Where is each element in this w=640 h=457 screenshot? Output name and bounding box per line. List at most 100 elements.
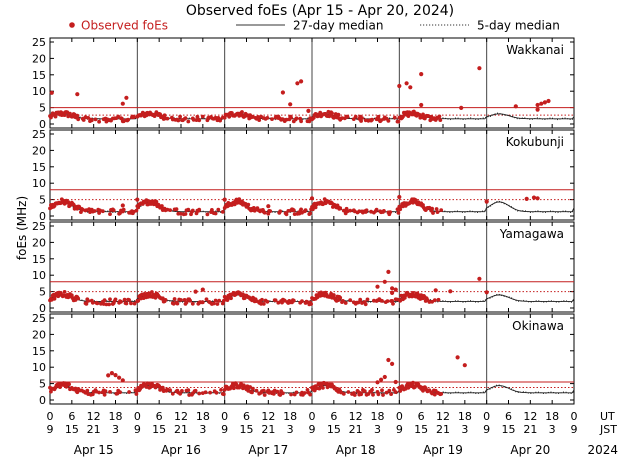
jst-tick-label: 21: [349, 423, 363, 436]
observed-point: [92, 209, 97, 213]
observed-point: [346, 390, 351, 394]
legend-observed-marker: [69, 22, 75, 28]
station-panel-kokubunji: 0 5 10 15 20 25 Kokubunji: [32, 128, 575, 223]
y-tick-label: 0: [39, 394, 46, 407]
ut-tick-label: 0: [396, 410, 403, 423]
observed-point: [200, 300, 205, 305]
observed-point: [352, 393, 357, 397]
observed-point: [345, 114, 350, 119]
day-label: Apr 17: [248, 443, 288, 457]
observed-point: [108, 390, 112, 394]
jst-tick-label: 9: [47, 423, 54, 436]
station-name: Wakkanai: [506, 43, 564, 57]
observed-point: [237, 197, 242, 202]
y-tick-label: 20: [32, 52, 46, 65]
observed-point: [67, 382, 71, 387]
y-tick-label: 10: [32, 269, 46, 282]
observed-outlier-point: [77, 204, 82, 209]
ut-tick-label: 0: [221, 410, 228, 423]
observed-point: [183, 212, 188, 216]
jst-tick-label: 21: [87, 423, 101, 436]
observed-point: [127, 298, 131, 302]
observed-point: [303, 208, 308, 213]
observed-point: [359, 392, 363, 397]
y-axis-label: foEs (MHz): [15, 196, 29, 260]
observed-point: [197, 118, 202, 123]
observed-point: [302, 391, 307, 395]
observed-point: [136, 298, 141, 303]
ut-tick-label: 18: [196, 410, 210, 423]
observed-outlier-point: [106, 373, 111, 378]
observed-point: [178, 391, 183, 396]
observed-point: [376, 114, 381, 119]
observed-outlier-point: [477, 276, 482, 281]
observed-point: [136, 205, 141, 210]
observed-point: [127, 390, 131, 394]
jst-tick-label: 21: [523, 423, 537, 436]
observed-point: [121, 207, 126, 212]
observed-point: [392, 115, 397, 120]
observed-outlier-point: [193, 289, 198, 294]
observed-point: [153, 295, 158, 300]
observed-point: [299, 119, 303, 124]
observed-point: [340, 116, 344, 120]
y-tick-label: 10: [32, 177, 46, 190]
observed-point: [431, 211, 435, 215]
observed-point: [97, 119, 101, 124]
observed-point: [363, 302, 368, 307]
observed-point: [129, 301, 133, 306]
legend: Observed foEs 27-day median 5-day median: [69, 19, 560, 33]
ut-tick-label: 18: [371, 410, 385, 423]
observed-point: [254, 299, 259, 303]
observed-point: [388, 210, 393, 215]
observed-point: [186, 388, 191, 393]
jst-tick-label: 3: [112, 423, 119, 436]
observed-point: [213, 298, 218, 303]
observed-point: [270, 117, 274, 121]
observed-outlier-point: [459, 105, 464, 110]
observed-point: [102, 298, 107, 303]
ut-tick-label: 18: [545, 410, 559, 423]
observed-points: [48, 269, 489, 307]
observed-point: [432, 392, 437, 397]
y-tick-label: 25: [32, 36, 46, 49]
observed-point: [188, 298, 193, 303]
observed-points: [48, 66, 551, 124]
observed-point: [62, 290, 67, 294]
observed-point: [108, 297, 112, 302]
observed-point: [362, 389, 367, 393]
observed-point: [343, 301, 348, 305]
observed-point: [358, 297, 363, 302]
observed-point: [411, 200, 415, 205]
y-tick-label: 10: [32, 361, 46, 374]
ut-tick-label: 0: [309, 410, 316, 423]
jst-tick-label: 15: [414, 423, 428, 436]
ut-tick-label: 6: [330, 410, 337, 423]
observed-outlier-point: [382, 279, 387, 284]
ut-tick-label: 12: [174, 410, 188, 423]
observed-point: [430, 206, 434, 211]
observed-point: [260, 297, 264, 302]
observed-point: [357, 209, 362, 214]
observed-outlier-point: [109, 371, 114, 376]
observed-point: [178, 114, 183, 119]
observed-outlier-point: [393, 287, 398, 292]
observed-outlier-point: [404, 81, 409, 86]
observed-point: [221, 392, 226, 397]
ut-tick-label: 12: [436, 410, 450, 423]
observed-point: [176, 211, 181, 216]
jst-tick-label: 21: [261, 423, 275, 436]
y-tick-label: 15: [32, 69, 46, 82]
observed-point: [393, 390, 398, 394]
observed-point: [75, 113, 80, 118]
observed-point: [176, 118, 181, 123]
observed-point: [311, 115, 316, 120]
legend-5day-label: 5-day median: [477, 19, 560, 33]
y-tick-label: 20: [32, 144, 46, 157]
observed-point: [376, 392, 381, 397]
ut-tick-label: 18: [458, 410, 472, 423]
observed-outlier-point: [462, 363, 467, 368]
station-name: Okinawa: [512, 319, 564, 333]
observed-point: [256, 115, 261, 119]
observed-point: [186, 119, 191, 124]
